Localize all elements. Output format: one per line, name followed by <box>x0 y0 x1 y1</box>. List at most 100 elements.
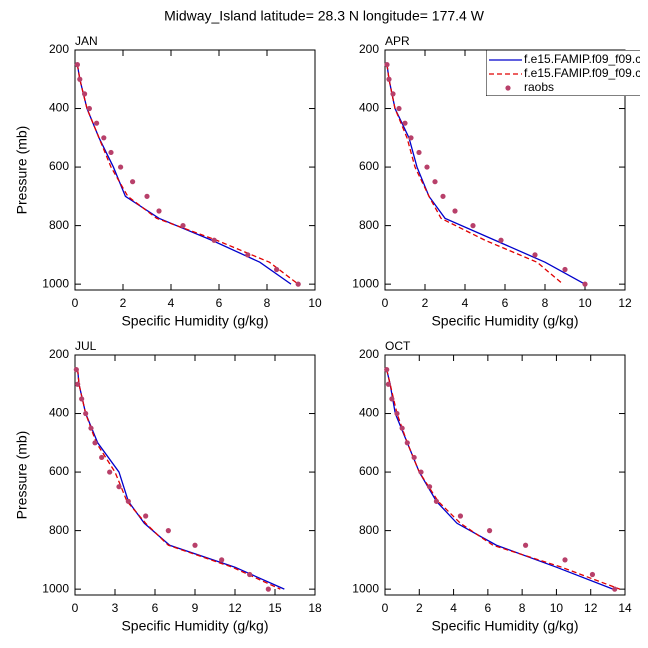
marker <box>88 425 94 431</box>
marker <box>219 557 225 563</box>
marker <box>408 135 414 141</box>
y-tick-label: 1000 <box>352 581 379 595</box>
marker <box>82 91 88 97</box>
series-line <box>77 369 281 590</box>
y-tick-label: 600 <box>49 159 69 173</box>
panel-title: OCT <box>385 339 411 353</box>
marker <box>116 484 122 490</box>
x-tick-label: 15 <box>268 601 282 615</box>
marker <box>418 469 424 475</box>
marker <box>86 105 92 112</box>
x-tick-label: 6 <box>502 296 509 310</box>
y-tick-label: 400 <box>49 101 69 115</box>
marker <box>404 440 410 446</box>
marker <box>180 223 186 229</box>
y-axis-label: Pressure (mb) <box>14 126 30 215</box>
x-tick-label: 0 <box>382 296 389 310</box>
legend: f.e15.FAMIP.f09_f09.cf.e15.FAMIP.f09_f09… <box>486 50 641 96</box>
legend-label: f.e15.FAMIP.f09_f09.c <box>524 66 641 80</box>
x-tick-label: 2 <box>120 296 127 310</box>
legend-label: f.e15.FAMIP.f09_f09.c <box>524 52 641 66</box>
marker <box>101 135 107 141</box>
y-tick-label: 1000 <box>42 276 69 290</box>
marker <box>457 513 464 519</box>
marker <box>247 571 253 578</box>
marker <box>144 193 150 199</box>
x-tick-label: 0 <box>382 601 389 615</box>
panel: JAN 0 2 4 6 8 10 200 400 600 800 1000 Specific Humid… <box>14 34 322 329</box>
x-tick-label: 6 <box>216 296 223 310</box>
marker <box>440 193 446 199</box>
x-tick-label: 6 <box>485 601 492 615</box>
marker <box>118 164 124 170</box>
marker <box>396 105 402 112</box>
marker <box>612 586 618 592</box>
y-tick-label: 600 <box>359 159 379 173</box>
y-tick-label: 600 <box>359 464 379 478</box>
page-title: Midway_Island latitude= 28.3 N longitude… <box>164 8 485 24</box>
y-tick-label: 200 <box>359 42 379 56</box>
marker <box>143 513 149 519</box>
legend-marker <box>505 85 511 91</box>
panel-title: APR <box>385 34 410 48</box>
marker <box>498 237 504 243</box>
marker <box>384 367 390 373</box>
marker <box>426 484 433 490</box>
x-tick-label: 10 <box>308 296 322 310</box>
marker <box>411 454 417 461</box>
marker <box>384 62 390 68</box>
y-tick-label: 800 <box>359 523 379 537</box>
x-tick-label: 9 <box>192 601 199 615</box>
marker <box>402 120 408 126</box>
marker <box>470 223 476 229</box>
x-tick-label: 6 <box>152 601 159 615</box>
y-tick-label: 200 <box>49 347 69 361</box>
marker <box>532 252 538 258</box>
x-tick-label: 2 <box>416 601 423 615</box>
x-tick-label: 14 <box>618 601 632 615</box>
y-tick-label: 1000 <box>352 276 379 290</box>
marker <box>394 410 400 417</box>
marker <box>94 120 100 126</box>
marker <box>386 76 392 82</box>
marker <box>389 396 395 402</box>
marker <box>522 542 529 548</box>
y-tick-label: 400 <box>359 101 379 115</box>
x-axis-label: Specific Humidity (g/kg) <box>431 618 578 634</box>
series-line <box>386 369 621 590</box>
series-line <box>76 64 292 285</box>
x-tick-label: 3 <box>112 601 119 615</box>
y-tick-label: 600 <box>49 464 69 478</box>
x-axis-label: Specific Humidity (g/kg) <box>431 313 578 329</box>
marker <box>245 252 251 258</box>
marker <box>390 91 396 97</box>
series-line <box>77 369 285 590</box>
x-tick-label: 12 <box>584 601 598 615</box>
marker <box>99 454 105 461</box>
legend-label: raobs <box>524 80 554 94</box>
x-tick-label: 4 <box>168 296 175 310</box>
marker <box>562 557 568 563</box>
y-tick-label: 800 <box>49 523 69 537</box>
y-tick-label: 1000 <box>42 581 69 595</box>
y-tick-label: 400 <box>49 406 69 420</box>
x-axis-label: Specific Humidity (g/kg) <box>121 313 268 329</box>
marker <box>424 164 430 170</box>
marker <box>486 528 493 534</box>
x-tick-label: 4 <box>450 601 457 615</box>
marker <box>274 266 280 273</box>
series-line <box>76 64 299 285</box>
x-tick-label: 12 <box>618 296 632 310</box>
marker <box>77 76 83 82</box>
x-tick-label: 10 <box>550 601 564 615</box>
x-tick-label: 0 <box>72 296 79 310</box>
x-tick-label: 10 <box>578 296 592 310</box>
plot-frame <box>74 354 316 596</box>
marker <box>75 381 81 387</box>
x-tick-label: 8 <box>264 296 271 310</box>
marker <box>156 208 162 214</box>
marker <box>165 528 171 534</box>
plot-frame <box>384 354 626 596</box>
marker <box>562 266 568 273</box>
x-tick-label: 4 <box>462 296 469 310</box>
